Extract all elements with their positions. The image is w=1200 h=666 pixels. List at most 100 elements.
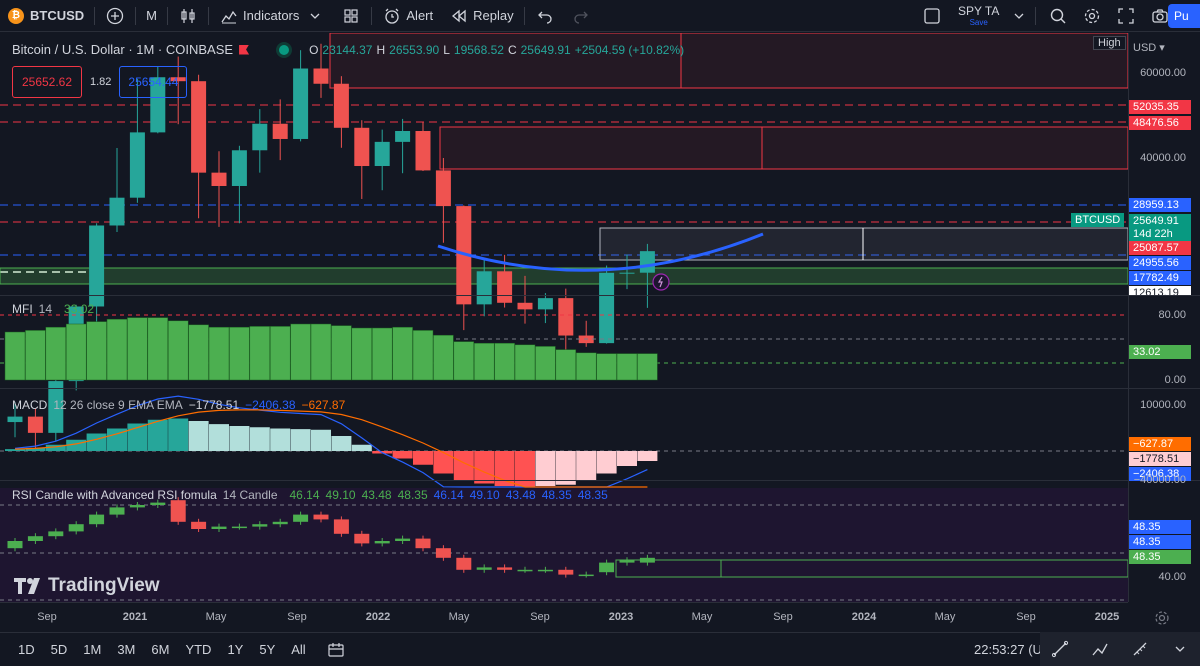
rsi-candle-body bbox=[558, 569, 574, 575]
range-button-6m[interactable]: 6M bbox=[151, 642, 170, 657]
range-button-all[interactable]: All bbox=[291, 642, 306, 657]
time-label: May bbox=[934, 611, 956, 623]
pane-separator[interactable] bbox=[0, 480, 1200, 481]
undo-button[interactable] bbox=[527, 0, 563, 32]
mfi-bar bbox=[127, 317, 148, 381]
range-selector: 1D 5D 1M 3M 6M YTD 1Y 5Y All bbox=[0, 642, 314, 657]
replay-button[interactable]: Replay bbox=[441, 0, 521, 32]
rsi-candle-body bbox=[374, 541, 390, 544]
range-button-1y[interactable]: 1Y bbox=[227, 642, 244, 657]
candle-body bbox=[517, 302, 533, 310]
macd-legend[interactable]: MACD 12 26 close 9 EMA EMA −1778.51 −240… bbox=[12, 398, 345, 412]
range-button-1d[interactable]: 1D bbox=[18, 642, 35, 657]
time-label: May bbox=[205, 611, 227, 623]
market-status-icon[interactable] bbox=[279, 44, 290, 55]
buy-button[interactable]: 25654.44 bbox=[119, 66, 188, 98]
cup-curve-drawing[interactable] bbox=[437, 232, 764, 272]
rsi-value-4: 48.35 bbox=[397, 488, 428, 502]
gear-icon[interactable] bbox=[1082, 6, 1102, 26]
time-label: Sep bbox=[287, 611, 307, 623]
replay-label: Replay bbox=[473, 8, 514, 23]
pane-separator[interactable] bbox=[0, 388, 1200, 389]
time-scale[interactable]: Sep 2021 May Sep 2022 May Sep 2023 May Sep 2024 May… bbox=[0, 602, 1128, 632]
tradingview-watermark[interactable]: TradingView bbox=[14, 575, 160, 597]
time-label: Sep bbox=[530, 611, 550, 623]
fullscreen-icon[interactable] bbox=[1116, 6, 1136, 26]
symbol-name: BTCUSD bbox=[30, 8, 85, 23]
macd-hist-bar bbox=[229, 426, 250, 451]
mfi-param: 14 bbox=[38, 302, 53, 316]
macd-hist-bar bbox=[147, 419, 168, 451]
macd-hist-bar bbox=[249, 427, 270, 451]
rsi-value-1: 46.14 bbox=[289, 488, 320, 502]
price-tag-24955: 24955.56 bbox=[1129, 256, 1191, 270]
camera-icon[interactable] bbox=[1150, 6, 1170, 26]
macd-hist-bar bbox=[392, 451, 413, 459]
currency-label[interactable]: USD ▾ bbox=[1133, 42, 1165, 54]
range-button-3m[interactable]: 3M bbox=[117, 642, 136, 657]
rsi-name: RSI Candle with Advanced RSI fomula bbox=[12, 488, 217, 502]
rsi-candle-body bbox=[48, 531, 64, 537]
alarm-clock-icon bbox=[382, 6, 402, 26]
high-label: H bbox=[376, 42, 386, 57]
search-icon[interactable] bbox=[1048, 6, 1068, 26]
mfi-legend[interactable]: MFI 14 33.02 bbox=[12, 302, 94, 316]
mfi-bar bbox=[310, 323, 332, 381]
macd-hist-bar bbox=[209, 424, 229, 451]
measure-icon[interactable] bbox=[1130, 639, 1150, 659]
mfi-name: MFI bbox=[12, 302, 33, 316]
macd-hist-bar bbox=[535, 451, 556, 486]
rsi-candle-body bbox=[231, 526, 247, 529]
symbol-title[interactable]: Bitcoin / U.S. Dollar · 1M · COINBASE bbox=[12, 42, 234, 57]
macd-hist-bar bbox=[617, 451, 637, 466]
rsi-value-3: 43.48 bbox=[361, 488, 392, 502]
range-button-5d[interactable]: 5D bbox=[50, 642, 68, 657]
divider bbox=[135, 6, 137, 25]
interval-button[interactable]: M bbox=[146, 8, 158, 23]
rsi-legend[interactable]: RSI Candle with Advanced RSI fomula 14 C… bbox=[12, 488, 608, 502]
sell-button[interactable]: 25652.62 bbox=[12, 66, 82, 98]
range-button-1m[interactable]: 1M bbox=[83, 642, 102, 657]
range-button-5y[interactable]: 5Y bbox=[259, 642, 276, 657]
candle-body bbox=[89, 225, 105, 307]
mfi-bar bbox=[616, 353, 638, 381]
rsi-candle-body bbox=[456, 557, 472, 570]
flag-icon[interactable] bbox=[239, 44, 250, 55]
chart-type-button[interactable] bbox=[170, 0, 206, 32]
lightning-marker-glyph bbox=[657, 276, 663, 288]
macd-signal-line bbox=[14, 409, 648, 488]
pane-separator[interactable] bbox=[0, 295, 1200, 296]
watermark-text: TradingView bbox=[48, 575, 160, 596]
publish-button[interactable]: Pu bbox=[1168, 4, 1200, 28]
date-range-icon[interactable] bbox=[326, 640, 346, 660]
layout-name-button[interactable]: SPY TA Save bbox=[958, 5, 999, 27]
indicators-button[interactable]: Indicators bbox=[211, 0, 333, 32]
low-value: 19568.52 bbox=[453, 42, 504, 57]
chevron-down-icon[interactable] bbox=[1170, 639, 1190, 659]
symbol-search[interactable]: ₿ BTCUSD bbox=[0, 0, 92, 32]
range-button-ytd[interactable]: YTD bbox=[185, 642, 212, 657]
templates-button[interactable] bbox=[333, 0, 369, 32]
compare-symbol-button[interactable] bbox=[97, 0, 133, 32]
trend-line-icon[interactable] bbox=[1050, 639, 1070, 659]
macd-hist-bar bbox=[515, 451, 535, 488]
chevron-down-icon[interactable] bbox=[1009, 6, 1029, 26]
macd-hist-bar bbox=[311, 429, 331, 451]
open-label: O bbox=[309, 42, 319, 57]
time-label: Sep bbox=[1016, 611, 1036, 623]
square-layout-icon[interactable] bbox=[922, 6, 942, 26]
price-scale[interactable]: USD ▾ High 60000.00 40000.00 52035.35 48… bbox=[1093, 33, 1200, 602]
clock[interactable]: 22:53:27 (U bbox=[974, 642, 1042, 657]
redo-button[interactable] bbox=[563, 0, 599, 32]
scale-settings-gear-icon[interactable] bbox=[1152, 608, 1172, 628]
mfi-bar bbox=[45, 326, 67, 381]
rsi-candle-body bbox=[619, 560, 635, 563]
price-tag-12613: 12613.19 bbox=[1129, 286, 1191, 295]
mfi-bar bbox=[167, 320, 189, 381]
rsi-candle-body bbox=[639, 557, 655, 563]
alert-button[interactable]: Alert bbox=[374, 0, 441, 32]
path-tool-icon[interactable] bbox=[1090, 639, 1110, 659]
chart-canvas[interactable] bbox=[0, 33, 1128, 602]
mfi-bar bbox=[371, 327, 393, 381]
currency-text: USD bbox=[1133, 42, 1157, 54]
